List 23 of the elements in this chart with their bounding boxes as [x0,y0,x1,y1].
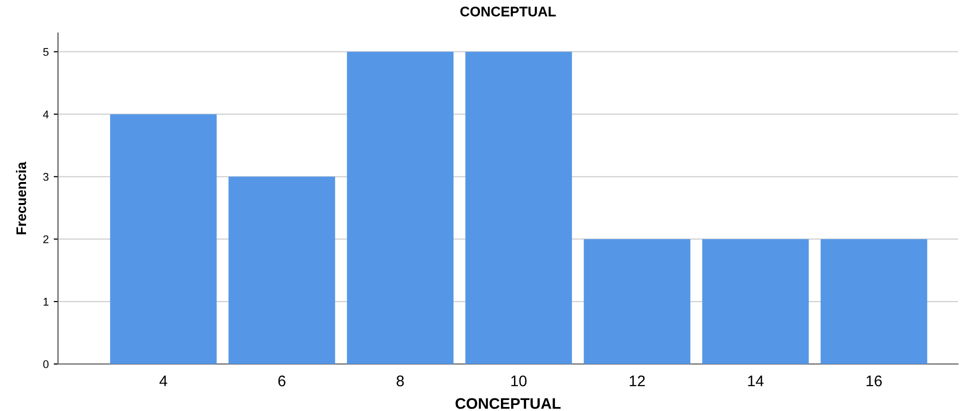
x-tick-label: 4 [160,376,168,386]
chart-title: CONCEPTUAL [460,6,556,16]
bar [820,239,928,364]
y-tick-label: 4 [43,110,49,118]
y-axis-title: Frecuencia [16,162,26,234]
bar [465,52,572,364]
bar [346,52,454,364]
bar [228,176,336,364]
x-tick-label: 8 [396,376,404,386]
y-tick-label: 3 [43,172,48,181]
x-tick-label: 6 [278,376,286,386]
x-tick-label: 12 [630,376,645,386]
bar [584,239,690,364]
x-axis-title: CONCEPTUAL [456,398,561,409]
x-tick-label: 16 [866,376,882,386]
y-tick-label: 2 [43,235,48,244]
x-tick-label: 10 [511,376,527,386]
y-tick-label: 0 [43,360,49,368]
bar [110,114,217,364]
bar [702,239,809,364]
y-tick-label: 5 [43,48,49,56]
y-tick-label: 1 [44,298,48,306]
x-tick-label: 14 [748,376,764,386]
